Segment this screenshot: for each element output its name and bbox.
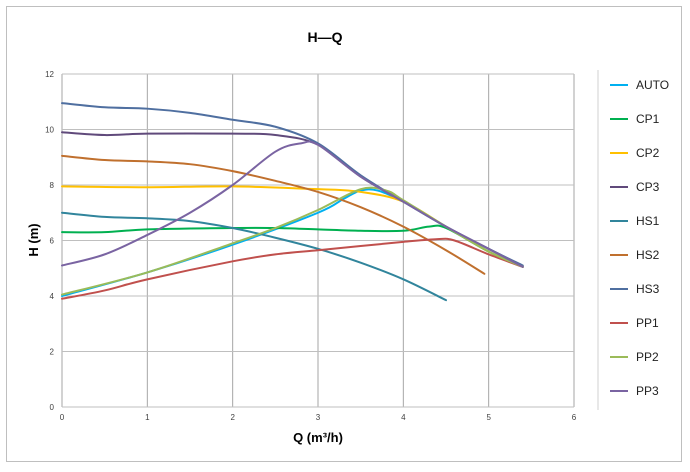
- y-tick-label: 8: [50, 181, 55, 190]
- legend-label-hs2: HS2: [636, 248, 660, 262]
- x-tick-label: 6: [572, 413, 577, 422]
- legend-label-hs3: HS3: [636, 282, 660, 296]
- x-tick-label: 1: [145, 413, 150, 422]
- chart-title: H—Q: [308, 29, 343, 45]
- legend-label-pp2: PP2: [636, 350, 659, 364]
- series-line-hs1: [61, 211, 447, 302]
- legend: AUTO CP1 CP2 CP3 HS1 HS2 HS3 PP1 PP2 PP3: [610, 78, 669, 398]
- grid: [61, 73, 575, 408]
- series-line-cp1: [61, 224, 524, 268]
- x-axis-label: Q (m³/h): [293, 430, 343, 445]
- y-tick-label: 12: [45, 70, 54, 79]
- x-tick-label: 4: [401, 413, 406, 422]
- x-tick-label: 0: [60, 413, 65, 422]
- y-tick-label: 2: [50, 348, 55, 357]
- y-tick-label: 0: [50, 403, 55, 412]
- legend-label-pp3: PP3: [636, 384, 659, 398]
- series-line-cp3: [61, 131, 524, 268]
- series-line-hs2: [61, 154, 486, 275]
- x-tick-label: 5: [486, 413, 491, 422]
- x-tick-label: 3: [316, 413, 321, 422]
- series-line-pp3: [61, 140, 524, 268]
- legend-label-hs1: HS1: [636, 214, 660, 228]
- y-tick-label: 10: [45, 126, 54, 135]
- y-axis-label: H (m): [26, 223, 41, 256]
- y-tick-label: 4: [50, 292, 55, 301]
- legend-label-auto: AUTO: [636, 78, 669, 92]
- series-lines: [61, 102, 524, 302]
- x-tick-label: 2: [230, 413, 235, 422]
- legend-label-pp1: PP1: [636, 316, 659, 330]
- legend-label-cp1: CP1: [636, 112, 660, 126]
- legend-label-cp3: CP3: [636, 180, 660, 194]
- legend-label-cp2: CP2: [636, 146, 660, 160]
- series-line-pp1: [61, 237, 524, 300]
- y-tick-label: 6: [50, 237, 55, 246]
- chart-area: [6, 6, 682, 462]
